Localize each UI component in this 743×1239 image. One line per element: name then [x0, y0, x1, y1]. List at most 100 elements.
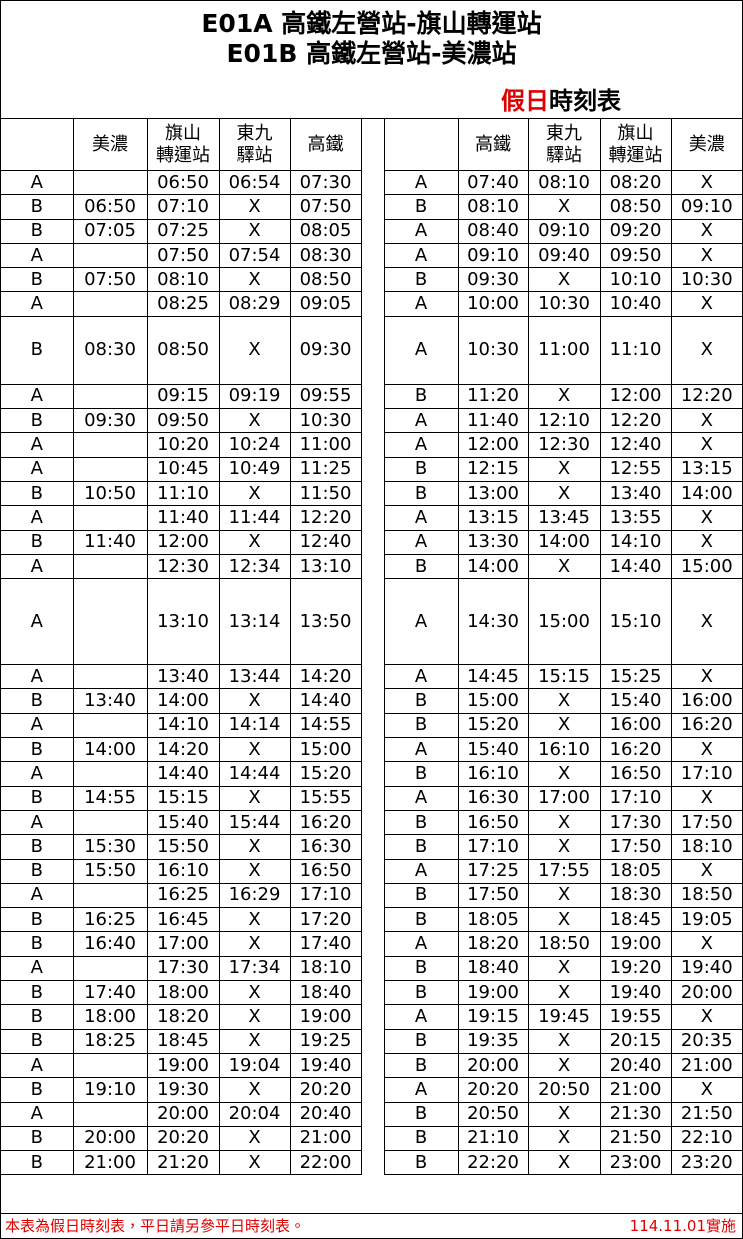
table-row: B 11:40 12:00 X 12:40 A 13:30 14:00 14:10 X	[1, 529, 742, 555]
table-cell: 06:50	[72, 194, 148, 220]
table-row: A 14:10 14:14 14:55 B 15:20 X 16:00 16:20	[1, 712, 742, 739]
table-cell: 16:20	[599, 737, 672, 763]
table-cell: 23:00	[599, 1150, 672, 1176]
table-cell: 20:35	[670, 1028, 742, 1054]
header-cell: 美濃	[72, 119, 148, 171]
table-cell: X	[527, 955, 601, 982]
table-cell: 07:50	[289, 194, 362, 220]
table-cell: 09:40	[527, 242, 601, 269]
table-cell: 20:50	[527, 1077, 601, 1103]
table-cell: A	[383, 858, 459, 884]
table-cell: 14:44	[218, 761, 291, 787]
header-cell	[1, 119, 74, 171]
table-cell: 10:20	[146, 432, 220, 458]
table-cell	[72, 242, 148, 269]
table-cell: A	[1, 242, 74, 269]
table-cell: 17:40	[72, 980, 148, 1006]
table-cell: X	[670, 505, 742, 531]
table-cell: 15:40	[599, 688, 672, 714]
table-row: A 13:40 13:44 14:20 A 14:45 15:15 15:25 X	[1, 664, 742, 690]
table-cell: X	[218, 315, 291, 385]
table-cell: X	[527, 1052, 601, 1079]
table-cell: B	[383, 194, 459, 220]
table-cell: A	[383, 505, 459, 531]
table-cell	[72, 1101, 148, 1127]
table-cell: A	[1, 1052, 74, 1079]
table-cell: X	[670, 737, 742, 763]
table-cell	[72, 291, 148, 317]
table-cell: 17:00	[146, 931, 220, 957]
table-cell: X	[527, 1101, 601, 1127]
table-cell: A	[383, 218, 459, 244]
table-cell: 16:29	[218, 882, 291, 909]
table-cell: 20:00	[457, 1052, 529, 1079]
table-cell: 11:10	[146, 480, 220, 507]
title: E01A 高鐵左營站-旗山轉運站	[201, 9, 542, 38]
table-cell	[72, 505, 148, 531]
table-cell: B	[383, 553, 459, 580]
table-cell: X	[670, 315, 742, 385]
table-cell: B	[1, 834, 74, 860]
table-cell: 19:40	[670, 955, 742, 982]
table-row: B 14:00 14:20 X 15:00 A 15:40 16:10 16:20 X	[1, 737, 742, 763]
table-cell: A	[1, 664, 74, 690]
table-cell: A	[383, 291, 459, 317]
table-cell: 09:19	[218, 383, 291, 410]
table-cell	[72, 432, 148, 458]
separator	[360, 530, 385, 555]
table-row: B 06:50 07:10 X 07:50 B 08:10 X 08:50 09:10	[1, 194, 742, 220]
table-cell: 08:20	[599, 170, 672, 196]
table-cell: 21:00	[289, 1125, 362, 1152]
table-cell: 17:50	[457, 882, 529, 909]
table-cell: 08:50	[146, 315, 220, 385]
table-cell: 17:40	[289, 931, 362, 957]
table-cell: 15:25	[599, 664, 672, 690]
table-cell: X	[670, 529, 742, 555]
table-cell: 14:10	[599, 529, 672, 555]
table-cell: 11:00	[289, 432, 362, 458]
table-cell: 21:00	[72, 1150, 148, 1176]
header-cell: 旗山 轉運站	[599, 119, 672, 171]
separator	[360, 408, 385, 433]
table-cell: 14:55	[289, 712, 362, 739]
table-cell: A	[383, 664, 459, 690]
table-cell: 19:25	[289, 1028, 362, 1054]
table-cell: 22:10	[670, 1125, 742, 1152]
table-cell: 13:44	[218, 664, 291, 690]
separator	[360, 1126, 385, 1151]
table-cell	[72, 553, 148, 580]
table-cell: 16:45	[146, 907, 220, 933]
table-cell: 16:50	[289, 858, 362, 884]
table-cell: 15:50	[72, 858, 148, 884]
table-cell: 10:30	[457, 315, 529, 385]
table-cell: 18:40	[457, 955, 529, 982]
table-cell: 11:10	[599, 315, 672, 385]
table-cell: B	[383, 980, 459, 1006]
header-cell: 東九 驛站	[527, 119, 601, 171]
table-row: A 09:15 09:19 09:55 B 11:20 X 12:00 12:20	[1, 383, 742, 410]
table-cell: 10:45	[146, 456, 220, 482]
table-row: B 15:50 16:10 X 16:50 A 17:25 17:55 18:05 X	[1, 858, 742, 884]
table-cell: 08:40	[457, 218, 529, 244]
table-cell: 18:40	[289, 980, 362, 1006]
table-cell: A	[383, 785, 459, 811]
table-cell: B	[383, 1150, 459, 1176]
separator	[360, 931, 385, 957]
separator	[360, 1102, 385, 1127]
table-cell: B	[1, 1004, 74, 1030]
table-cell: 10:49	[218, 456, 291, 482]
table-cell: A	[1, 578, 74, 666]
separator	[360, 170, 385, 195]
table-cell: X	[527, 194, 601, 220]
table-cell: 15:10	[599, 578, 672, 666]
separator	[360, 737, 385, 762]
table-cell: 16:25	[72, 907, 148, 933]
table-cell: B	[1, 785, 74, 811]
table-cell: 13:15	[457, 505, 529, 531]
table-cell: 07:50	[146, 242, 220, 269]
table-cell: A	[1, 170, 74, 196]
table-cell: B	[1, 737, 74, 763]
table-cell: 09:55	[289, 383, 362, 410]
table-cell: 20:40	[289, 1101, 362, 1127]
